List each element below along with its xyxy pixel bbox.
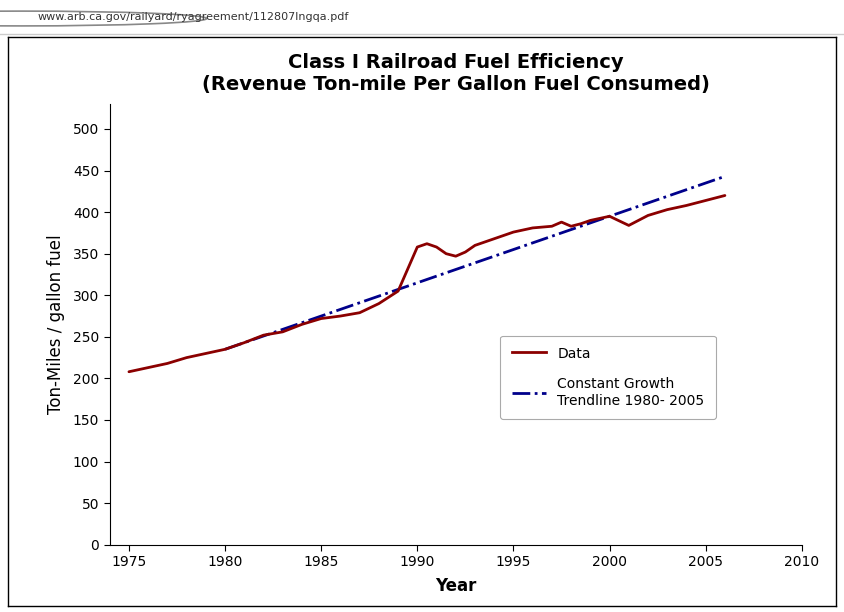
Title: Class I Railroad Fuel Efficiency
(Revenue Ton-mile Per Gallon Fuel Consumed): Class I Railroad Fuel Efficiency (Revenu… bbox=[202, 53, 710, 94]
Text: www.arb.ca.gov/railyard/ryagreement/112807lngqa.pdf: www.arb.ca.gov/railyard/ryagreement/1128… bbox=[38, 12, 349, 22]
Y-axis label: Ton-Miles / gallon fuel: Ton-Miles / gallon fuel bbox=[46, 234, 65, 414]
Legend: Data, Constant Growth
Trendline 1980- 2005: Data, Constant Growth Trendline 1980- 20… bbox=[500, 336, 716, 419]
X-axis label: Year: Year bbox=[435, 578, 477, 595]
